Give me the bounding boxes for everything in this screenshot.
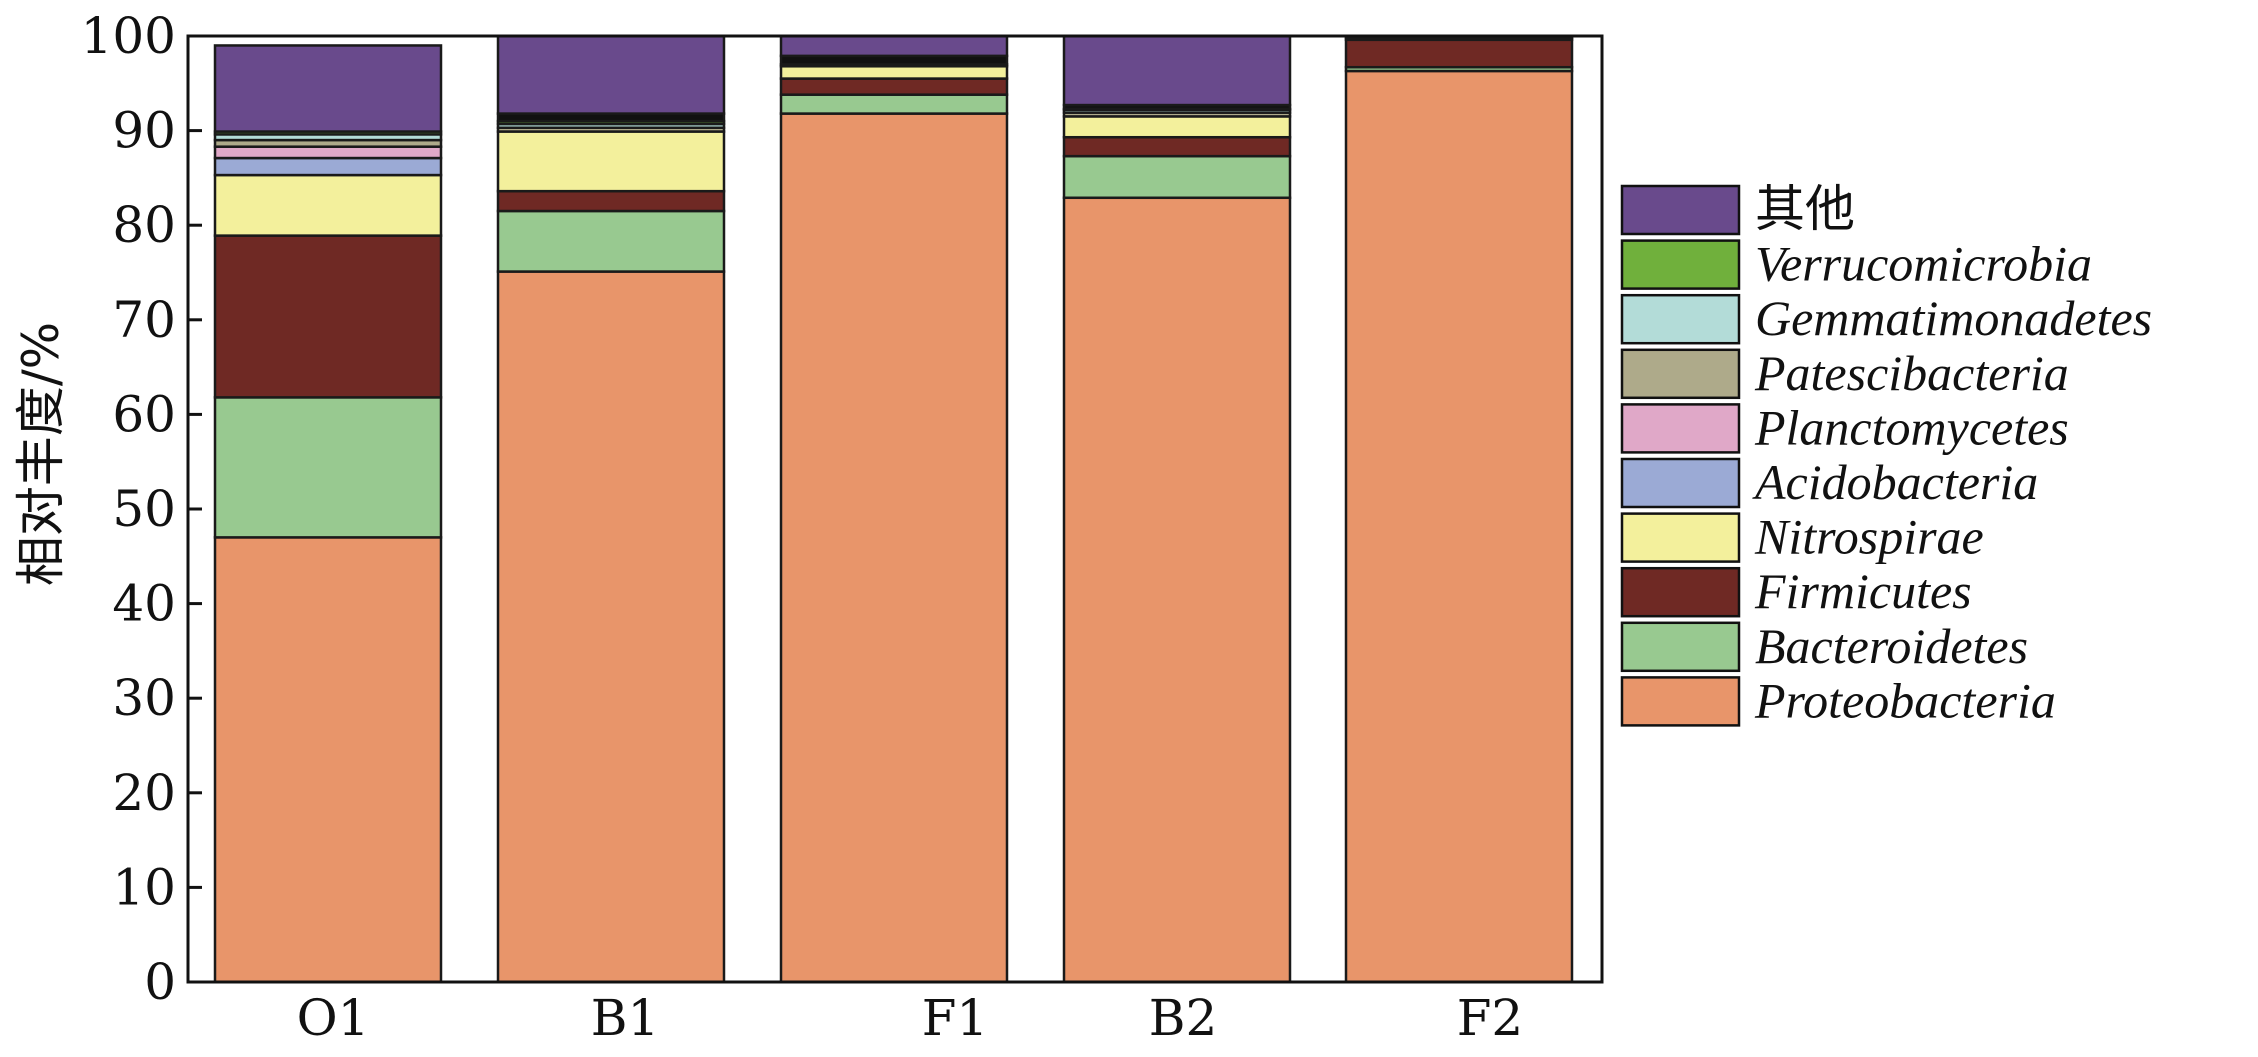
x-tick-label-b1: B1 <box>591 989 660 1047</box>
bar-segment-b2-bacteroidetes <box>1062 154 1292 200</box>
bar-segment-f1-firmicutes <box>779 77 1009 96</box>
y-tick-label: 30 <box>112 669 176 727</box>
bar-segment-b1-nitrospirae <box>496 130 726 193</box>
y-tick-label: 10 <box>112 858 176 916</box>
y-tick-label: 80 <box>112 196 176 254</box>
bar-segment-b1-firmicutes <box>496 189 726 213</box>
legend-label-bacteroidetes: Bacteroidetes <box>1755 618 2028 674</box>
legend-label-firmicutes: Firmicutes <box>1754 563 1972 619</box>
y-tick-label: 100 <box>81 7 176 65</box>
bar-segment-o1-other <box>213 44 443 133</box>
legend-label-patescibacteria: Patescibacteria <box>1754 345 2069 401</box>
legend-swatch-other <box>1620 184 1741 236</box>
bar-segment-o1-proteobacteria <box>213 536 443 984</box>
legend-swatch-proteobacteria <box>1620 676 1741 727</box>
y-tick-label: 40 <box>112 575 176 633</box>
bar-segment-b1-bacteroidetes <box>496 209 726 273</box>
bar-segment-f1-bacteroidetes <box>779 93 1009 115</box>
bar-segment-b2-proteobacteria <box>1062 196 1292 984</box>
bar-segment-b1-other <box>496 34 726 115</box>
bar-segment-b2-nitrospirae <box>1062 115 1292 139</box>
bars-group <box>213 34 1574 984</box>
y-tick-label: 90 <box>112 102 176 160</box>
y-tick-label: 70 <box>112 291 176 349</box>
legend-swatch-verrucomicrobia <box>1620 239 1741 290</box>
x-tick-label-f1: F1 <box>922 989 989 1047</box>
x-tick-label-b2: B2 <box>1149 989 1218 1047</box>
y-axis-title: 相对丰度/% <box>12 322 70 586</box>
bar-segment-o1-bacteroidetes <box>213 396 443 539</box>
bar-segment-f1-proteobacteria <box>779 112 1009 984</box>
legend-swatch-gemmatimonadetes <box>1620 293 1741 345</box>
legend-swatch-nitrospirae <box>1620 512 1741 563</box>
legend-label-proteobacteria: Proteobacteria <box>1754 672 2056 728</box>
bar-segment-f1-black-band <box>779 54 1009 66</box>
y-ticks-group: 0 10 20 30 40 50 60 70 80 90 100 <box>81 7 202 1011</box>
legend-label-other: 其他 <box>1755 180 1855 238</box>
bar-segment-o1-nitrospirae <box>213 173 443 237</box>
legend-swatch-patescibacteria <box>1620 348 1741 400</box>
x-tick-label-f2: F2 <box>1457 989 1524 1047</box>
legend-label-gemmatimonadetes: Gemmatimonadetes <box>1755 290 2152 346</box>
legend-label-verrucomicrobia: Verrucomicrobia <box>1755 236 2092 292</box>
y-tick-label: 60 <box>112 385 176 443</box>
legend-swatch-firmicutes <box>1620 566 1741 618</box>
bar-segment-f1-other <box>779 34 1009 58</box>
bar-segment-f2-proteobacteria <box>1344 69 1574 984</box>
bar-segment-f2-firmicutes <box>1344 38 1574 69</box>
bar-segment-o1-planctomycetes <box>213 145 443 160</box>
bar-segment-b2-other <box>1062 34 1292 107</box>
legend-swatch-planctomycetes <box>1620 403 1741 454</box>
legend-label-acidobacteria: Acidobacteria <box>1752 454 2038 510</box>
y-tick-label: 0 <box>144 953 176 1011</box>
bar-segment-f1-nitrospirae <box>779 65 1009 80</box>
legend-swatch-bacteroidetes <box>1620 621 1741 673</box>
bar-segment-b2-firmicutes <box>1062 135 1292 158</box>
bar-segment-o1-acidobacteria <box>213 156 443 177</box>
bar-segment-o1-firmicutes <box>213 234 443 399</box>
x-tick-label-o1: O1 <box>297 989 370 1047</box>
legend-label-planctomycetes: Planctomycetes <box>1754 399 2069 455</box>
legend-label-nitrospirae: Nitrospirae <box>1754 509 1984 565</box>
y-axis-label: 相对丰度/% <box>12 322 70 586</box>
y-tick-label: 50 <box>112 480 176 538</box>
bar-segment-b1-proteobacteria <box>496 270 726 984</box>
x-ticks-group: O1 B1 F1 B2 F2 <box>297 989 1524 1047</box>
y-tick-label: 20 <box>112 764 176 822</box>
legend: 其他VerrucomicrobiaGemmatimonadetesPatesci… <box>1620 180 2152 728</box>
legend-swatch-acidobacteria <box>1620 457 1741 509</box>
